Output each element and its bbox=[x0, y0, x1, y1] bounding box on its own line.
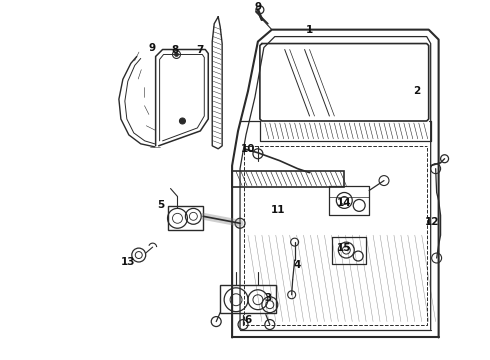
Circle shape bbox=[235, 218, 245, 228]
Circle shape bbox=[431, 164, 441, 174]
Text: 9: 9 bbox=[148, 42, 155, 53]
Text: 3: 3 bbox=[264, 293, 271, 303]
Circle shape bbox=[432, 253, 441, 263]
Text: 5: 5 bbox=[157, 201, 164, 210]
Bar bbox=[220, 285, 276, 312]
Bar bbox=[168, 206, 203, 230]
Circle shape bbox=[291, 238, 298, 246]
Bar bbox=[232, 171, 344, 186]
Text: 9: 9 bbox=[254, 2, 262, 12]
Text: 8: 8 bbox=[172, 45, 179, 54]
Text: 10: 10 bbox=[241, 144, 255, 154]
Text: 2: 2 bbox=[413, 86, 420, 96]
Text: 7: 7 bbox=[196, 45, 204, 54]
Text: 6: 6 bbox=[245, 315, 251, 325]
Text: 13: 13 bbox=[121, 257, 135, 267]
Text: 15: 15 bbox=[337, 243, 351, 253]
Circle shape bbox=[179, 118, 185, 124]
Circle shape bbox=[288, 291, 295, 299]
Text: 4: 4 bbox=[294, 260, 301, 270]
Text: 1: 1 bbox=[306, 24, 313, 35]
Text: 11: 11 bbox=[270, 205, 285, 215]
Text: 14: 14 bbox=[337, 198, 352, 208]
Text: 12: 12 bbox=[424, 217, 439, 227]
Circle shape bbox=[174, 53, 178, 57]
